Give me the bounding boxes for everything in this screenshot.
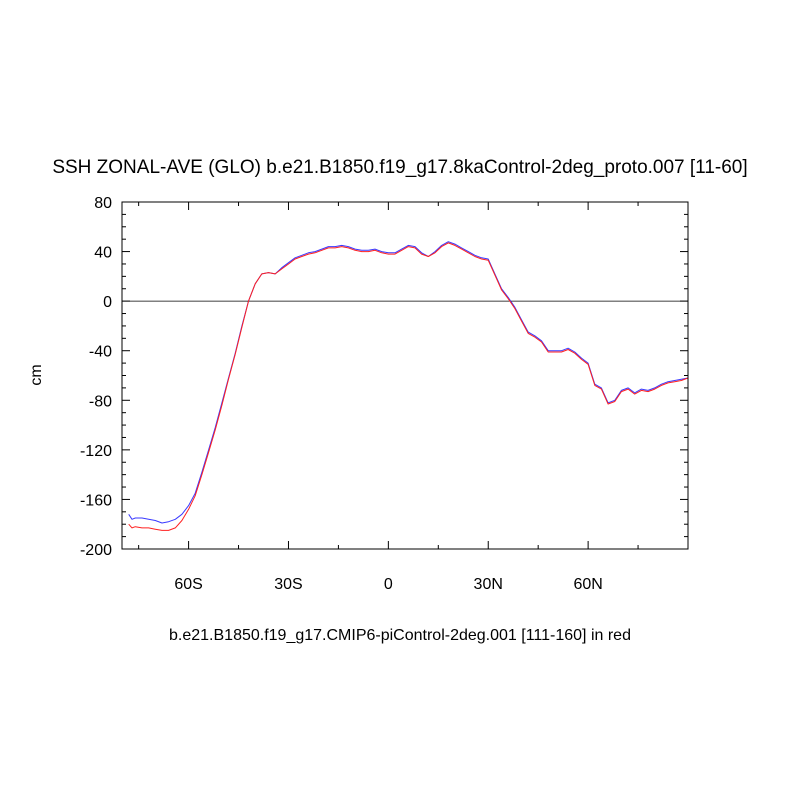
x-tick-label: 30N bbox=[474, 576, 503, 593]
y-tick-label: -40 bbox=[89, 344, 112, 361]
y-tick-label: -80 bbox=[89, 393, 112, 410]
plot-frame bbox=[121, 201, 689, 550]
x-tick-label: 0 bbox=[384, 576, 393, 593]
x-tick-label: 60N bbox=[573, 576, 602, 593]
y-tick-label: -200 bbox=[80, 542, 112, 559]
series-line-1 bbox=[128, 242, 689, 531]
chart-title: SSH ZONAL-AVE (GLO) b.e21.B1850.f19_g17.… bbox=[52, 157, 747, 178]
plot-area: 80 40 0 -40 -80 -120 -160 -200 60S 30S 0 30N 60N bbox=[80, 195, 689, 593]
x-tick-label: 30S bbox=[274, 576, 302, 593]
y-tick-label: 40 bbox=[94, 245, 112, 262]
y-tick-label: -160 bbox=[80, 492, 112, 509]
y-tick-label: 80 bbox=[94, 195, 112, 212]
y-tick-label: -120 bbox=[80, 443, 112, 460]
series-line-0 bbox=[128, 241, 689, 524]
y-tick-label: 0 bbox=[103, 294, 112, 311]
chart-subtitle: b.e21.B1850.f19_g17.CMIP6-piControl-2deg… bbox=[169, 627, 631, 644]
x-tick-label: 60S bbox=[174, 576, 202, 593]
y-axis-label: cm bbox=[28, 364, 45, 385]
